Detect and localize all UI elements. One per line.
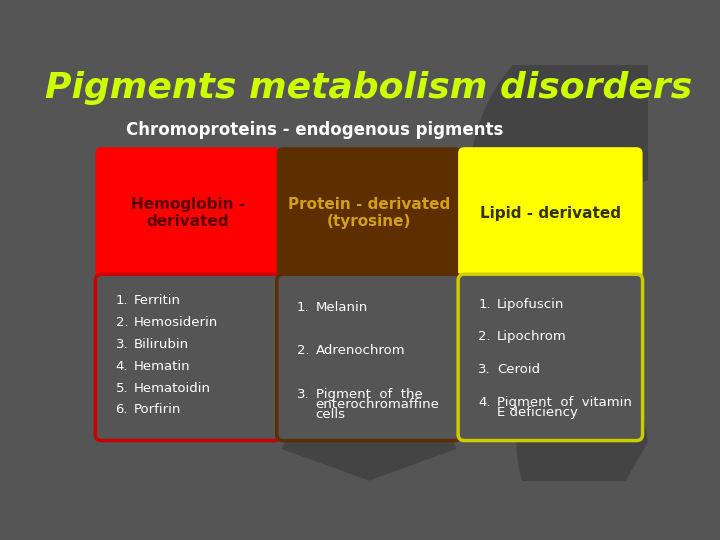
Text: Hemoglobin -
derivated: Hemoglobin - derivated (130, 197, 245, 229)
Wedge shape (469, 3, 648, 241)
Text: enterochromaffine: enterochromaffine (315, 398, 439, 411)
Text: Lipochrom: Lipochrom (497, 330, 567, 343)
Text: Hematoidin: Hematoidin (134, 382, 211, 395)
Text: Bilirubin: Bilirubin (134, 338, 189, 351)
FancyBboxPatch shape (96, 147, 280, 279)
Wedge shape (516, 313, 648, 540)
Text: 4.: 4. (478, 396, 491, 409)
Text: Porfirin: Porfirin (134, 403, 181, 416)
Text: Hemosiderin: Hemosiderin (134, 316, 218, 329)
Text: cells: cells (315, 408, 346, 421)
Text: Adrenochrom: Adrenochrom (315, 345, 405, 357)
Text: Chromoproteins - endogenous pigments: Chromoproteins - endogenous pigments (126, 122, 503, 139)
Text: 3.: 3. (116, 338, 128, 351)
Text: Pigment  of  vitamin: Pigment of vitamin (497, 396, 631, 409)
Text: 2.: 2. (297, 345, 310, 357)
Text: Lipofuscin: Lipofuscin (497, 298, 564, 310)
Text: Ceroid: Ceroid (497, 363, 540, 376)
Text: Melanin: Melanin (315, 301, 368, 314)
Text: E deficiency: E deficiency (497, 406, 577, 419)
Text: Protein - derivated
(tyrosine): Protein - derivated (tyrosine) (288, 197, 450, 229)
Text: 4.: 4. (116, 360, 128, 373)
Text: Pigments metabolism disorders: Pigments metabolism disorders (45, 71, 693, 105)
Text: Lipid - derivated: Lipid - derivated (480, 206, 621, 220)
Text: 6.: 6. (116, 403, 128, 416)
Text: 1.: 1. (116, 294, 128, 307)
Text: 3.: 3. (297, 388, 310, 401)
Text: 1.: 1. (297, 301, 310, 314)
FancyBboxPatch shape (458, 274, 642, 441)
FancyBboxPatch shape (458, 147, 642, 279)
Text: 5.: 5. (116, 382, 128, 395)
Text: Pigment  of  the: Pigment of the (315, 388, 422, 401)
FancyBboxPatch shape (276, 147, 462, 279)
Text: 2.: 2. (116, 316, 128, 329)
FancyBboxPatch shape (276, 274, 462, 441)
Text: Ferritin: Ferritin (134, 294, 181, 307)
Text: 3.: 3. (478, 363, 491, 376)
Text: 2.: 2. (478, 330, 491, 343)
Wedge shape (282, 388, 456, 481)
FancyBboxPatch shape (96, 274, 280, 441)
Text: 1.: 1. (478, 298, 491, 310)
Text: Hematin: Hematin (134, 360, 191, 373)
